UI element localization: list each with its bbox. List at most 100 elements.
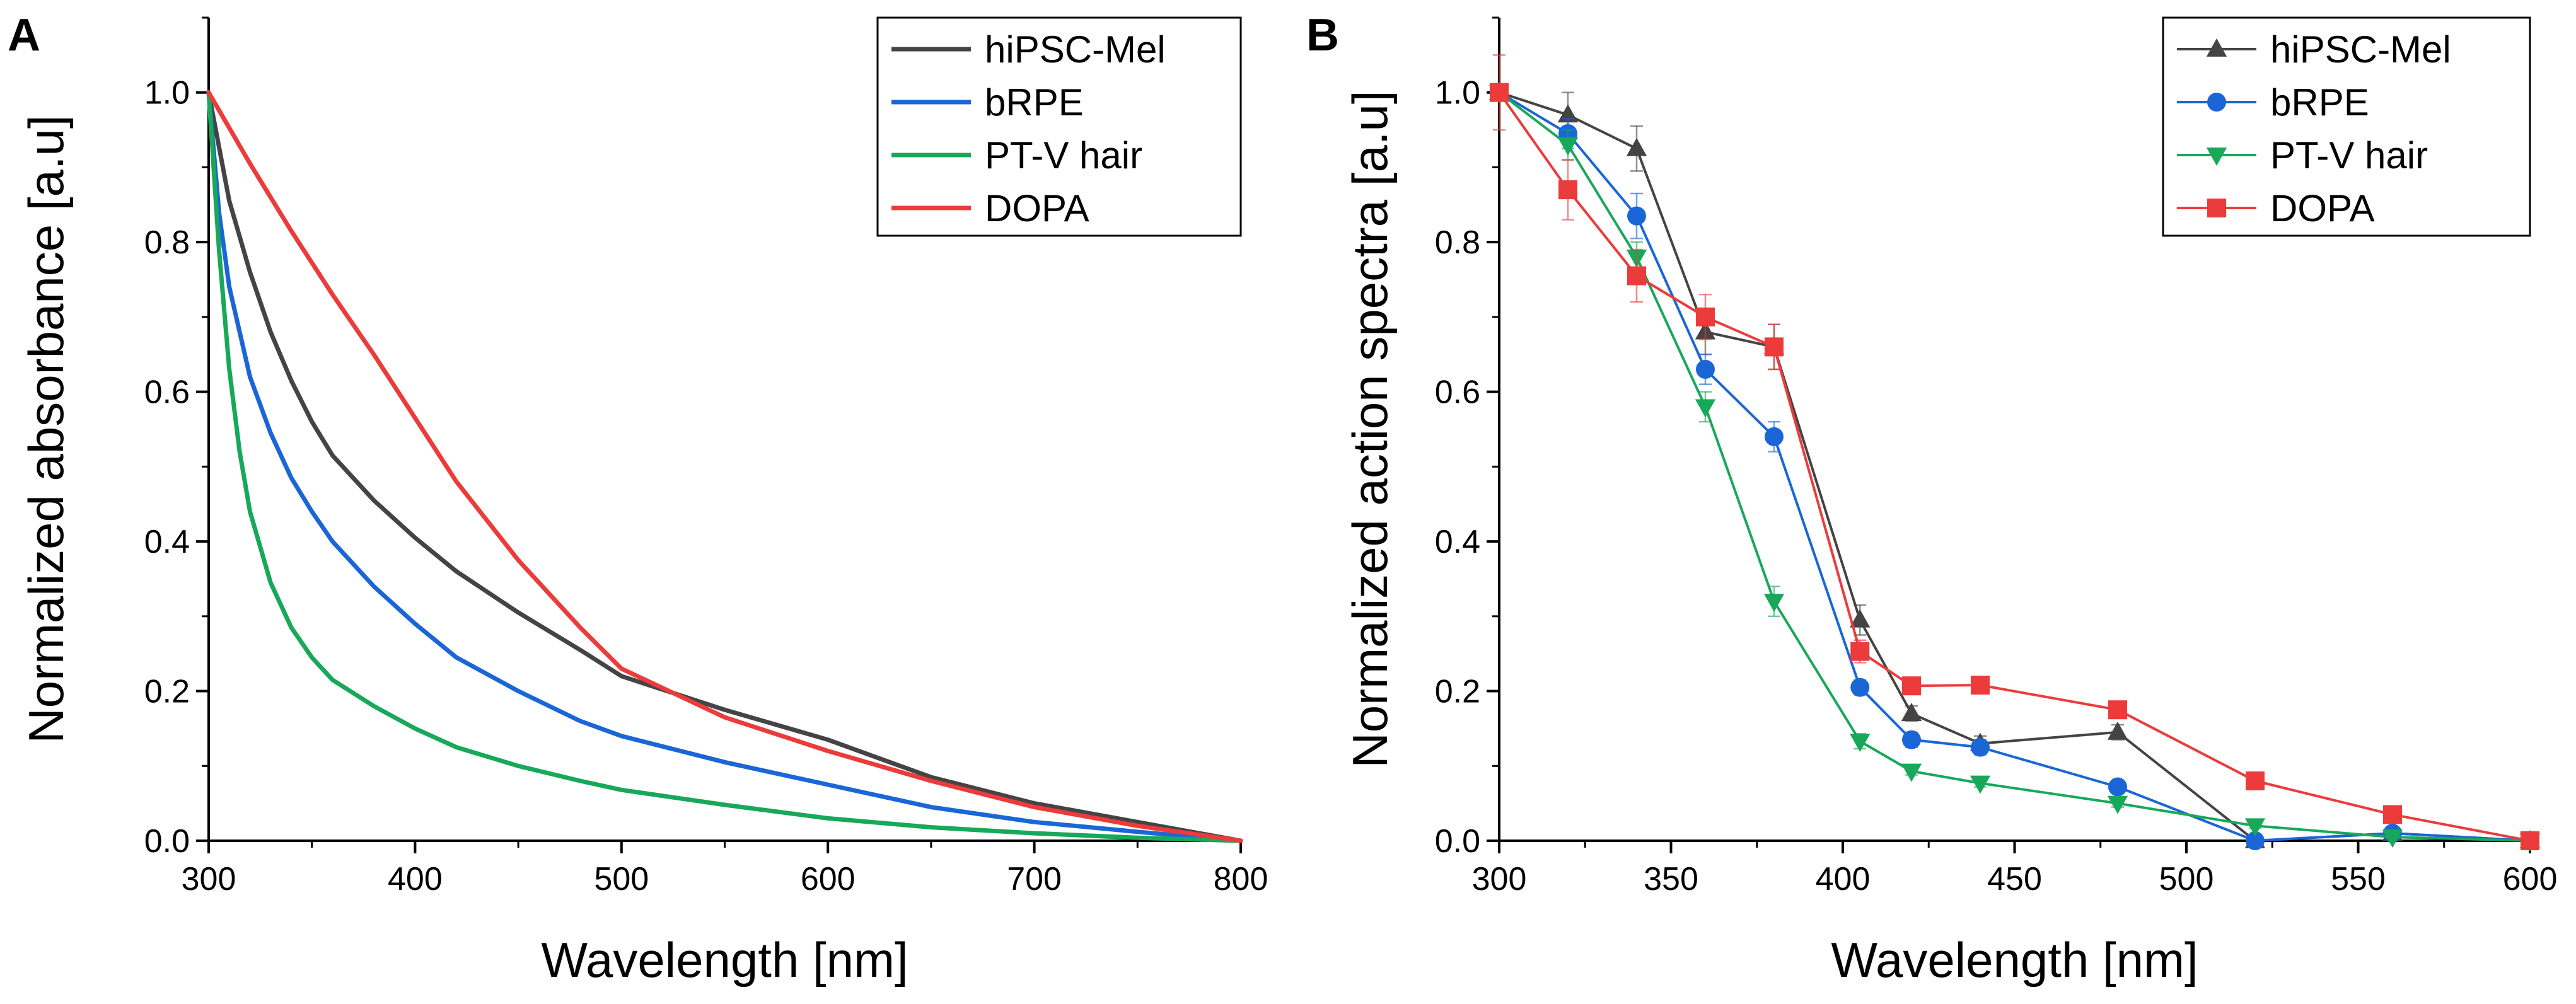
y-tick-label: 0.6 (1435, 374, 1480, 411)
legend-label: bRPE (2270, 81, 2369, 124)
legend-marker (2206, 38, 2227, 57)
series-line (1498, 91, 2531, 842)
data-point (1850, 642, 1870, 661)
y-ticks: 0.0 0.2 0.4 0.6 0.8 1.0 (1435, 16, 1499, 860)
data-point (2108, 700, 2127, 720)
legend-marker (2207, 199, 2226, 217)
series-line (1498, 91, 2531, 842)
y-tick-label: 0.4 (144, 524, 190, 560)
data-point (2521, 831, 2539, 850)
x-tick-label: 550 (2331, 861, 2386, 897)
legend-frame (876, 16, 1242, 237)
y-tick-label: 0.4 (1435, 524, 1480, 560)
data-point (1971, 676, 1990, 695)
data-point (2244, 818, 2266, 837)
data-point (1696, 307, 1715, 326)
series-line (1498, 91, 2531, 842)
data-point (1696, 360, 1715, 379)
panel-a: A 300 400 500 600 700 800 0.0 0.2 0.4 0.6 0.8 1.0 Wav… (8, 10, 1268, 988)
legend-item: PT-V hair (2177, 134, 2428, 176)
panel-letter: A (8, 10, 40, 61)
legend-label: DOPA (2270, 187, 2375, 229)
x-tick-label: 500 (594, 861, 649, 897)
y-tick-label: 0.2 (144, 674, 190, 710)
legend-item: bRPE (2177, 81, 2369, 124)
data-point (1850, 678, 1870, 697)
panel-b: B 300 350 400 450 500 550 600 0.0 0.2 0.4 0.6 0.8 1.0… (1306, 10, 2557, 988)
data-point (1902, 676, 1921, 696)
x-tick-label: 600 (801, 861, 856, 897)
legend-label: hiPSC-Mel (2270, 28, 2451, 71)
legend-label: PT-V hair (2270, 134, 2428, 176)
y-tick-label: 0.2 (1435, 674, 1480, 710)
x-tick-label: 700 (1007, 861, 1062, 897)
x-axis-title: Wavelength [nm] (541, 932, 908, 988)
series-pt-v-hair (206, 90, 1243, 843)
data-point (1626, 137, 1647, 156)
y-tick-label: 0.0 (144, 823, 190, 860)
data-point (1850, 609, 1871, 628)
data-point (1557, 104, 1579, 123)
series-brpe (206, 90, 1243, 843)
y-tick-label: 0.8 (1435, 224, 1480, 261)
legend-label: hiPSC-Mel (985, 28, 1166, 71)
data-point (1901, 763, 1922, 782)
data-point (1765, 427, 1784, 446)
x-tick-label: 600 (2503, 861, 2558, 897)
data-point (1901, 703, 1922, 722)
series-line (206, 90, 1243, 843)
data-point (1765, 337, 1784, 357)
data-point (2246, 831, 2265, 850)
series-dopa (1490, 54, 2539, 850)
x-tick-label: 450 (1987, 861, 2042, 897)
data-point (1627, 206, 1646, 226)
legend-item: DOPA (2177, 187, 2375, 229)
legend-item: hiPSC-Mel (891, 28, 1166, 71)
legend: hiPSC-Mel bRPE PT-V hair DOPA (2162, 16, 2531, 237)
series-hipsc-mel (206, 90, 1243, 843)
x-ticks: 300 350 400 450 500 550 600 (1472, 841, 2558, 897)
series-line (206, 90, 1243, 843)
y-ticks: 0.0 0.2 0.4 0.6 0.8 1.0 (144, 16, 209, 860)
y-tick-label: 0.8 (144, 224, 190, 261)
legend-marker (2207, 93, 2226, 112)
data-point (2246, 771, 2265, 791)
legend-item: DOPA (891, 187, 1089, 229)
data-point (1557, 137, 1579, 156)
x-tick-label: 300 (1472, 861, 1527, 897)
series-line (206, 90, 1243, 843)
legend-label: PT-V hair (985, 134, 1142, 176)
legend-marker (2206, 147, 2227, 166)
x-axis-title: Wavelength [nm] (1831, 932, 2198, 988)
data-point (2107, 795, 2128, 814)
y-tick-label: 0.0 (1435, 823, 1480, 860)
data-point (2383, 805, 2402, 824)
panel-letter: B (1306, 10, 1339, 61)
y-tick-label: 1.0 (1435, 75, 1480, 112)
legend-item: hiPSC-Mel (2177, 28, 2451, 71)
legend: hiPSC-Mel bRPE PT-V hair DOPA (876, 16, 1242, 237)
legend-label: DOPA (985, 187, 1089, 229)
legend-item: PT-V hair (891, 134, 1142, 176)
legend-label: bRPE (985, 81, 1084, 124)
series-line (206, 90, 1243, 843)
data-point (1902, 730, 1921, 749)
x-tick-label: 350 (1644, 861, 1698, 897)
x-tick-label: 300 (182, 861, 236, 897)
y-tick-label: 0.6 (144, 374, 190, 411)
data-point (1850, 734, 1871, 753)
y-tick-label: 1.0 (144, 75, 190, 112)
x-tick-label: 400 (388, 861, 443, 897)
y-axis-title: Normalized action spectra [a.u] (1342, 90, 1398, 768)
x-tick-label: 400 (1816, 861, 1871, 897)
data-point (1490, 83, 1509, 102)
y-axis-title: Normalized absorbance [a.u] (18, 115, 74, 743)
legend-item: bRPE (891, 81, 1084, 124)
data-point (1558, 180, 1577, 200)
data-point (1695, 399, 1716, 418)
data-point (1627, 266, 1646, 286)
data-point (2107, 721, 2128, 740)
x-tick-label: 800 (1214, 861, 1268, 897)
